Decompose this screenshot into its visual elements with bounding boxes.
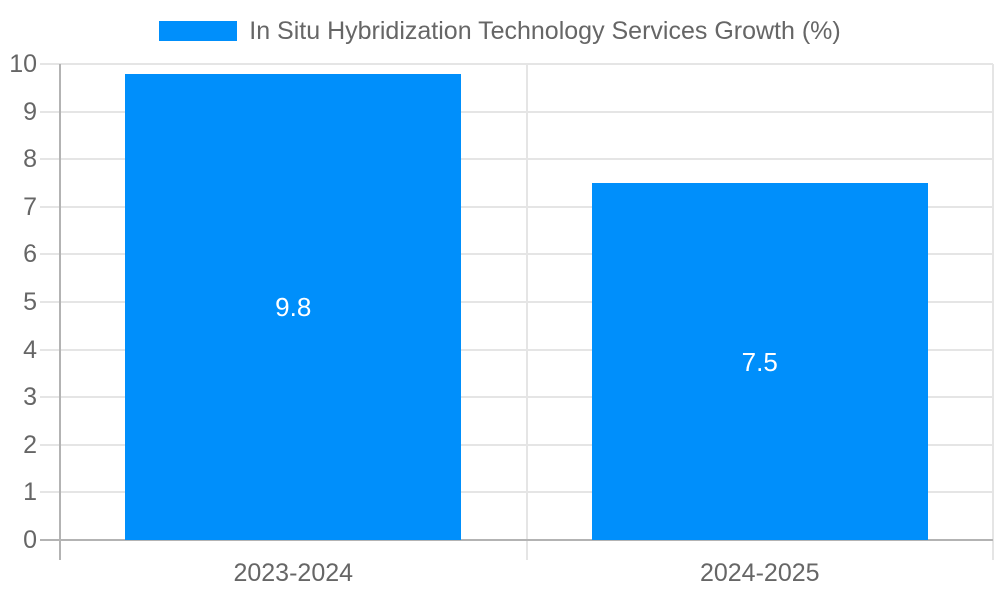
x-axis-tick-label: 2023-2024	[233, 559, 354, 587]
y-axis-tick-label: 0	[23, 526, 37, 554]
y-tick-mark	[40, 491, 60, 494]
y-tick-mark	[40, 110, 60, 113]
bar-value-label: 7.5	[741, 346, 778, 377]
bar-2023-2024[interactable]	[125, 73, 462, 540]
y-tick-mark	[40, 253, 60, 256]
legend-label: In Situ Hybridization Technology Service…	[249, 16, 841, 45]
y-axis-tick-label: 6	[23, 240, 37, 269]
y-tick-mark	[40, 396, 60, 399]
legend[interactable]: In Situ Hybridization Technology Service…	[0, 16, 1000, 46]
legend-swatch	[159, 21, 238, 41]
x-gridline	[525, 64, 528, 560]
x-axis-tick-label: 2024-2025	[699, 559, 820, 587]
bar-value-label: 9.8	[275, 291, 312, 322]
y-tick-mark	[40, 205, 60, 208]
y-axis-tick-label: 10	[9, 50, 37, 78]
y-axis-tick-label: 3	[23, 383, 37, 412]
y-tick-mark	[40, 158, 60, 161]
x-gridline	[992, 64, 994, 560]
y-axis-tick-label: 4	[23, 335, 37, 364]
y-tick-mark	[40, 63, 60, 65]
y-axis-line	[59, 64, 61, 560]
y-tick-mark	[40, 348, 60, 351]
y-tick-mark	[40, 301, 60, 303]
y-tick-mark	[40, 443, 60, 446]
y-axis-tick-label: 5	[23, 288, 37, 316]
y-axis-tick-label: 8	[23, 145, 37, 174]
y-axis-tick-label: 1	[23, 478, 37, 507]
y-axis-tick-label: 7	[23, 192, 37, 221]
x-axis-line	[40, 539, 993, 541]
y-axis-tick-label: 9	[23, 97, 37, 126]
bar-2024-2025[interactable]	[591, 183, 928, 540]
y-axis-tick-label: 2	[23, 430, 37, 459]
